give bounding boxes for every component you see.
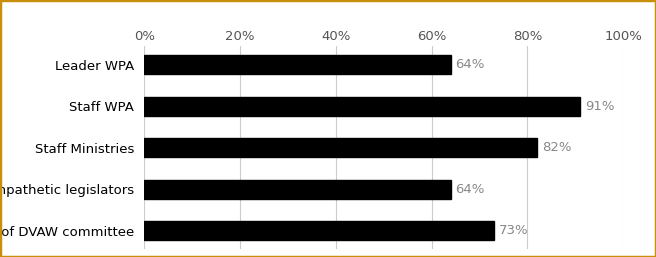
Bar xyxy=(144,97,580,116)
Text: 82%: 82% xyxy=(542,141,571,154)
Text: 64%: 64% xyxy=(455,183,485,196)
Bar xyxy=(144,180,451,199)
Text: 64%: 64% xyxy=(455,58,485,71)
Bar xyxy=(144,139,537,157)
Bar xyxy=(144,221,494,240)
Bar xyxy=(144,56,451,74)
Text: 91%: 91% xyxy=(585,100,615,113)
Text: 73%: 73% xyxy=(499,224,528,237)
